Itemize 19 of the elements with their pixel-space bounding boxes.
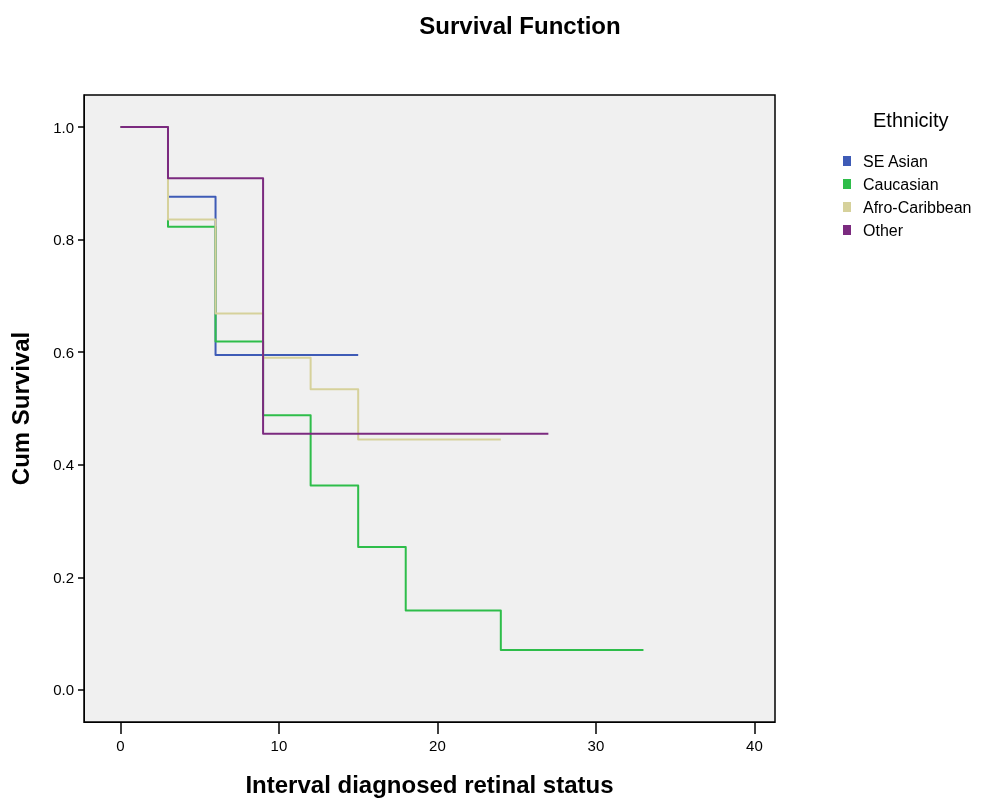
legend-label: SE Asian [863, 152, 928, 170]
x-axis-title: Interval diagnosed retinal status [245, 770, 614, 798]
x-tick-label: 20 [429, 737, 446, 754]
legend-label: Afro-Caribbean [863, 198, 972, 216]
chart-title: Survival Function [419, 11, 621, 39]
x-tick-label: 10 [270, 737, 288, 754]
y-tick-label: 0.8 [53, 231, 74, 249]
legend-label: Other [863, 221, 904, 239]
y-tick-label: 1.0 [53, 118, 74, 136]
legend-title: Ethnicity [873, 109, 949, 131]
x-tick-label: 40 [746, 737, 763, 754]
x-tick-label: 30 [587, 737, 605, 754]
y-tick-label: 0.2 [53, 568, 74, 586]
y-tick-label: 0.0 [53, 681, 74, 699]
x-tick-label: 0 [116, 737, 125, 754]
legend-label: Caucasian [863, 175, 939, 193]
y-tick-label: 0.6 [53, 343, 74, 361]
y-axis-title: Cum Survival [6, 331, 34, 486]
y-tick-label: 0.4 [53, 456, 74, 474]
